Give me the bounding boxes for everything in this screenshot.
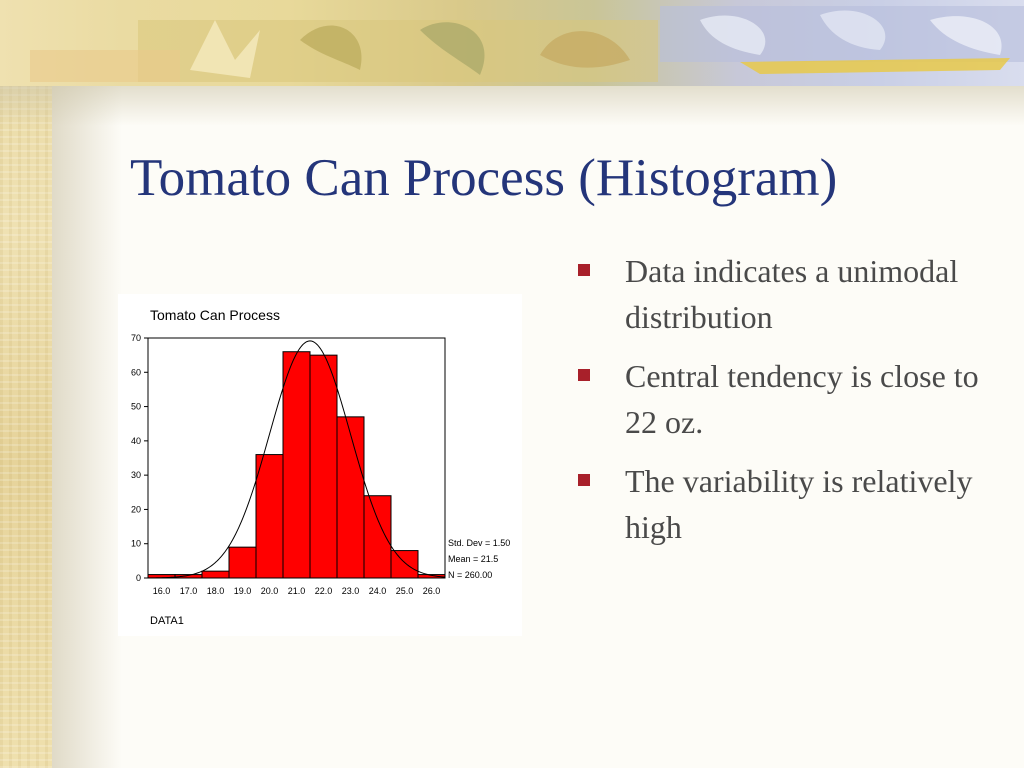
- histogram-bar: [255, 454, 284, 579]
- x-tick-label: 25.0: [396, 586, 414, 596]
- histogram-bar: [390, 550, 419, 579]
- histogram-svg: Tomato Can Process 0 10 20 30 40 50 60 70 16.0 1…: [131, 307, 510, 627]
- chart-title: Tomato Can Process: [150, 307, 280, 323]
- bullet-square-icon: [578, 369, 590, 381]
- histogram-bar: [309, 354, 338, 579]
- histogram-bar: [282, 351, 311, 579]
- x-tick-label: 20.0: [261, 586, 279, 596]
- top-decor-banner: [0, 0, 1024, 86]
- x-axis-label: DATA1: [150, 615, 184, 627]
- x-tick-label: 23.0: [342, 586, 360, 596]
- x-tick-label: 17.0: [180, 586, 198, 596]
- y-tick-label: 70: [131, 333, 141, 343]
- x-tick-label: 24.0: [369, 586, 387, 596]
- y-tick-label: 10: [131, 539, 141, 549]
- y-tick-label: 0: [136, 573, 141, 583]
- bullet-item: Central tendency is close to 22 oz.: [578, 353, 998, 445]
- x-tick-label: 22.0: [315, 586, 333, 596]
- normal-curve: [147, 340, 446, 579]
- y-tick-label: 40: [131, 436, 141, 446]
- slide-title: Tomato Can Process (Histogram): [130, 149, 838, 207]
- y-tick-label: 50: [131, 402, 141, 412]
- histogram-bar: [363, 495, 392, 579]
- stats-label: N = 260.00: [448, 570, 492, 580]
- x-tick-label: 16.0: [153, 586, 171, 596]
- x-tick-label: 26.0: [423, 586, 441, 596]
- bullet-item: Data indicates a unimodal distribution: [578, 248, 998, 340]
- x-tick-label: 18.0: [207, 586, 225, 596]
- left-strip-shadow: [52, 0, 122, 768]
- bullet-square-icon: [578, 264, 590, 276]
- left-decor-strip: [0, 0, 52, 768]
- y-tick-label: 60: [131, 367, 141, 377]
- banner-leaf-art: [30, 6, 1024, 82]
- bullet-item: The variability is relatively high: [578, 458, 998, 550]
- bullet-list: Data indicates a unimodal distribution C…: [578, 248, 998, 563]
- bullet-square-icon: [578, 474, 590, 486]
- histogram-chart: Tomato Can Process 0 10 20 30 40 50 60 70 16.0 1…: [118, 294, 522, 636]
- x-tick-label: 21.0: [288, 586, 306, 596]
- histogram-bar: [336, 416, 365, 579]
- plot-frame: [147, 337, 446, 579]
- stats-label: Mean = 21.5: [448, 554, 498, 564]
- y-tick-label: 30: [131, 470, 141, 480]
- histogram-bar: [201, 570, 230, 579]
- histogram-bar: [228, 546, 257, 579]
- y-tick-label: 20: [131, 504, 141, 514]
- banner-shadow: [0, 86, 1024, 126]
- x-tick-label: 19.0: [234, 586, 252, 596]
- stats-label: Std. Dev = 1.50: [448, 538, 510, 548]
